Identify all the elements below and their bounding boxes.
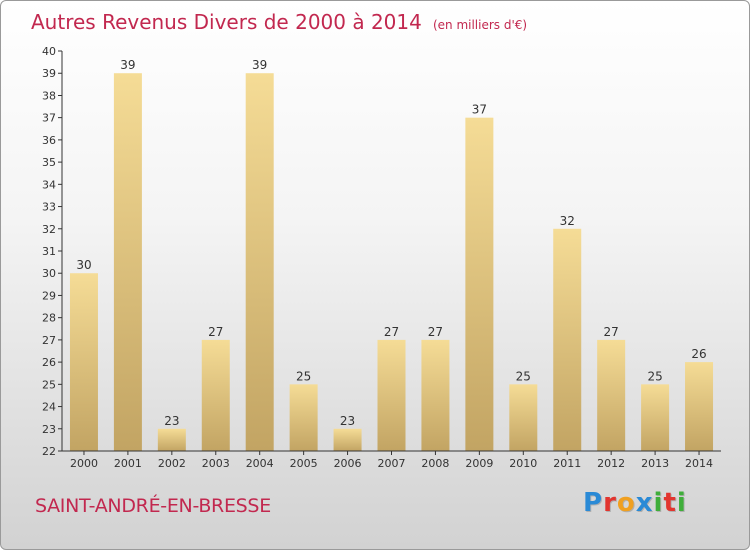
y-tick-label: 27 [42,334,56,347]
x-tick-label: 2005 [290,457,318,470]
bar [685,362,714,451]
bar [553,228,582,451]
chart-title-main: Autres Revenus Divers de 2000 à 2014 [31,10,422,34]
y-tick-label: 26 [42,356,56,369]
x-tick-label: 2001 [114,457,142,470]
y-tick-label: 36 [42,134,56,147]
logo-letter: x [635,488,654,518]
data-label: 32 [560,214,575,228]
y-tick-label: 23 [42,423,56,436]
bar [201,339,230,451]
x-tick-label: 2003 [202,457,230,470]
y-tick-label: 25 [42,378,56,391]
bar [157,428,186,451]
data-label: 26 [691,347,706,361]
x-tick-label: 2009 [465,457,493,470]
data-label: 25 [296,369,311,383]
y-tick-label: 28 [42,312,56,325]
logo-letter: i [653,488,664,518]
data-label: 27 [208,325,223,339]
y-tick-label: 29 [42,289,56,302]
y-tick-label: 40 [42,45,56,58]
bar [289,384,318,451]
y-tick-label: 33 [42,201,56,214]
bar [597,339,626,451]
bar [245,73,274,451]
logo-letter: o [616,488,636,518]
proxiti-logo: Proxiti [583,488,687,518]
data-label: 25 [516,369,531,383]
y-tick-label: 30 [42,267,56,280]
data-label: 25 [647,369,662,383]
y-tick-label: 39 [42,67,56,80]
x-tick-label: 2014 [685,457,713,470]
logo-letter: r [603,488,617,518]
logo-letter: P [583,488,604,518]
bar [509,384,538,451]
x-tick-label: 2007 [378,457,406,470]
data-label: 37 [472,103,487,117]
y-tick-label: 24 [42,401,56,414]
data-label: 23 [164,414,179,428]
y-tick-label: 22 [42,445,56,458]
logo-letter: t [663,488,677,518]
x-tick-label: 2013 [641,457,669,470]
bar [421,339,450,451]
chart-title-unit: (en milliers d'€) [432,18,528,32]
bar [69,273,98,451]
y-tick-label: 32 [42,223,56,236]
bars-group: 30 39 23 27 39 25 23 27 27 37 25 32 27 25 26 [69,58,714,452]
x-tick-label: 2010 [509,457,537,470]
x-tick-label: 2008 [421,457,449,470]
y-tick-label: 34 [42,178,56,191]
y-tick-label: 31 [42,245,56,258]
y-tick-label: 38 [42,89,56,102]
bar [333,428,362,451]
data-label: 23 [340,414,355,428]
place-name: SAINT-ANDRÉ-EN-BRESSE [35,495,271,517]
x-tick-label: 2002 [158,457,186,470]
bar [377,339,406,451]
x-tick-label: 2004 [246,457,274,470]
y-tick-label: 37 [42,112,56,125]
y-tick-label: 35 [42,156,56,169]
data-label: 27 [604,325,619,339]
axes-group: 2000 2001 2002 2003 2004 2005 2006 2007 2008 2009… [42,45,721,470]
chart-title: Autres Revenus Divers de 2000 à 2014 (en… [31,10,527,34]
data-label: 30 [76,258,91,272]
data-label: 27 [384,325,399,339]
bar [641,384,670,451]
bar [113,73,142,451]
logo-letter: i [676,488,687,518]
bar [465,117,494,452]
x-tick-label: 2012 [597,457,625,470]
data-label: 27 [428,325,443,339]
x-tick-label: 2011 [553,457,581,470]
data-label: 39 [252,58,267,72]
x-tick-label: 2006 [334,457,362,470]
x-tick-label: 2000 [70,457,98,470]
data-label: 39 [120,58,135,72]
